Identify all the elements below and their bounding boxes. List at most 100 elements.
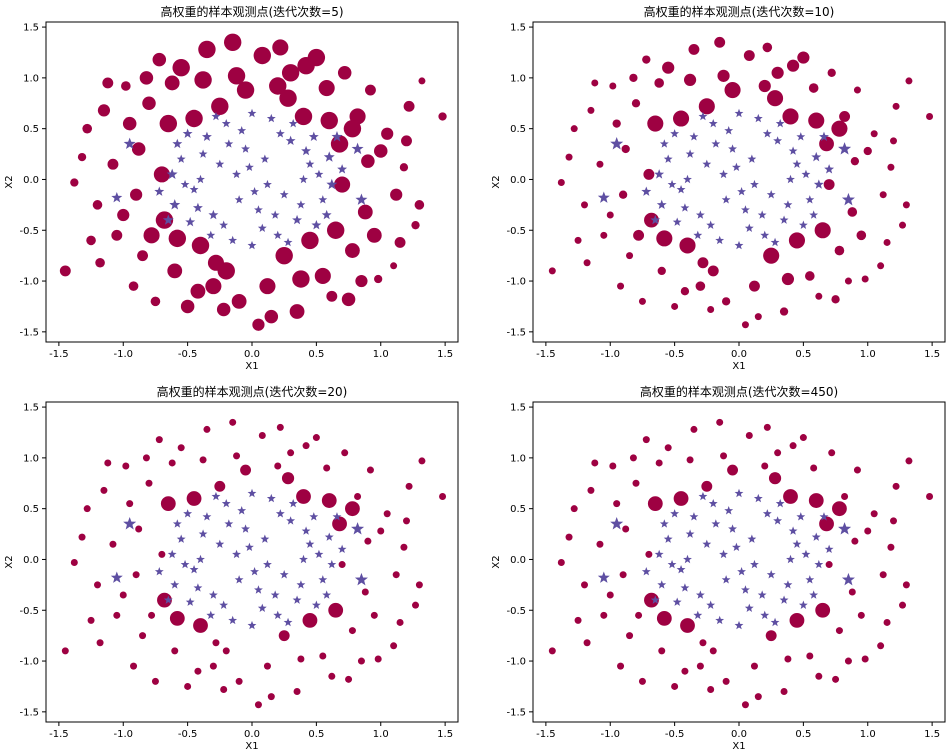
data-point-dot	[168, 229, 187, 248]
y-tick-label: 1.5	[510, 23, 526, 34]
data-point-star	[308, 131, 319, 141]
data-point-star	[747, 534, 757, 543]
points-layer	[59, 33, 447, 331]
x-axis-label: X1	[732, 741, 745, 752]
data-point-dot	[366, 227, 382, 243]
data-point-star	[770, 237, 780, 247]
x-axis-label: X1	[732, 361, 745, 372]
data-point-dot	[664, 444, 672, 452]
data-point-dot	[121, 81, 131, 91]
data-point-star	[247, 488, 257, 498]
data-point-star	[247, 108, 257, 118]
data-point-star	[324, 532, 334, 541]
data-point-dot	[743, 50, 755, 61]
data-point-dot	[254, 701, 262, 709]
data-point-star	[245, 542, 254, 552]
data-point-star	[734, 488, 744, 498]
data-point-star	[326, 178, 338, 190]
data-point-dot	[810, 464, 818, 472]
data-point-dot	[626, 632, 634, 640]
data-point-dot	[130, 188, 143, 201]
panel-title: 高权重的样本观测点(迭代次数=10)	[644, 4, 835, 19]
data-point-dot	[293, 688, 301, 696]
data-point-star	[172, 519, 182, 528]
data-point-dot	[696, 662, 704, 670]
data-point-star	[314, 169, 324, 179]
data-point-dot	[815, 672, 823, 680]
data-point-star	[775, 498, 785, 508]
data-point-dot	[259, 278, 276, 295]
data-point-dot	[167, 263, 183, 279]
data-point-dot	[655, 459, 663, 467]
data-point-star	[670, 129, 680, 138]
data-point-dot	[361, 588, 369, 596]
data-point-star	[796, 512, 806, 521]
data-point-dot	[638, 677, 646, 685]
data-point-dot	[152, 52, 167, 67]
data-point-dot	[236, 81, 255, 99]
data-point-dot	[132, 571, 140, 579]
data-point-star	[667, 179, 677, 189]
y-tick-label: 1.0	[510, 73, 526, 84]
data-point-dot	[287, 449, 295, 457]
data-point-dot	[158, 550, 166, 558]
data-point-dot	[294, 107, 313, 126]
data-point-star	[232, 549, 241, 559]
data-point-dot	[819, 136, 834, 152]
data-point-dot	[905, 457, 913, 465]
data-point-star	[732, 542, 741, 552]
data-point-dot	[681, 667, 689, 675]
data-point-star	[695, 590, 705, 599]
data-point-dot	[606, 591, 614, 599]
data-point-star	[166, 168, 178, 180]
data-point-star	[193, 583, 203, 592]
data-point-star	[110, 571, 123, 583]
data-point-dot	[714, 36, 726, 48]
data-point-dot	[374, 144, 388, 158]
data-point-star	[154, 567, 164, 576]
data-point-dot	[635, 611, 643, 619]
data-point-star	[301, 526, 311, 535]
data-point-star	[241, 524, 250, 533]
data-point-dot	[815, 292, 823, 300]
y-axis-label: X2	[491, 175, 502, 188]
data-point-star	[783, 200, 793, 209]
y-axis-label: X2	[491, 555, 502, 568]
data-point-star	[224, 519, 234, 528]
data-point-dot	[180, 299, 195, 314]
data-point-star	[234, 575, 244, 584]
data-point-dot	[186, 491, 202, 506]
x-tick-label: -0.5	[665, 349, 685, 360]
data-point-star	[260, 154, 270, 163]
data-point-star	[351, 142, 364, 155]
data-point-star	[292, 595, 302, 604]
data-point-star	[198, 529, 208, 538]
data-point-dot	[844, 277, 852, 285]
data-point-star	[270, 590, 280, 599]
data-point-dot	[707, 685, 715, 693]
data-point-star	[750, 179, 759, 189]
y-tick-label: 0.0	[510, 555, 526, 566]
data-point-dot	[374, 274, 383, 284]
data-point-star	[734, 240, 744, 250]
data-point-dot	[143, 227, 160, 244]
data-point-star	[702, 539, 712, 548]
data-point-dot	[414, 200, 425, 210]
data-point-star	[663, 534, 673, 543]
data-point-star	[667, 559, 677, 569]
data-point-star	[273, 230, 283, 240]
data-point-dot	[390, 642, 398, 650]
data-point-star	[689, 512, 699, 521]
x-tick-label: 0.0	[244, 349, 260, 360]
data-point-dot	[701, 480, 713, 492]
data-point-star	[737, 187, 746, 196]
panel-title: 高权重的样本观测点(迭代次数=20)	[157, 384, 348, 399]
data-point-dot	[789, 613, 805, 628]
scatter-panel-1: 高权重的样本观测点(迭代次数=5) -1.5 -1.0 -0.5 0.0 0.5 1.0 1.…	[4, 4, 459, 372]
data-point-dot	[334, 176, 351, 193]
data-point-star	[809, 590, 819, 599]
data-point-dot	[145, 479, 153, 487]
data-point-dot	[357, 204, 373, 220]
data-point-star	[824, 164, 835, 174]
data-point-dot	[606, 211, 614, 219]
